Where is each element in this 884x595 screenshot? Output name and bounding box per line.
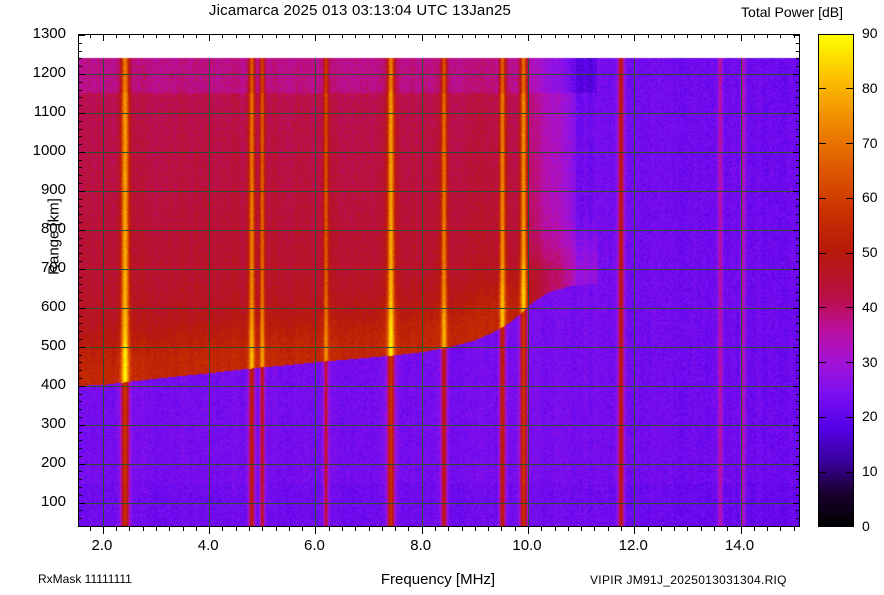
y-tick-label: 1100	[33, 102, 66, 120]
page-title: Jicamarca 2025 013 03:13:04 UTC 13Jan25	[208, 2, 512, 19]
colorbar-tick	[818, 88, 826, 90]
colorbar-tick	[846, 252, 854, 254]
y-tick-label: 1200	[32, 63, 66, 81]
x-tick-label: 4.0	[197, 537, 219, 554]
y-tick-label: 800	[40, 219, 66, 237]
colorbar-tick-label: 80	[862, 79, 878, 96]
x-tick-label: 2.0	[91, 537, 113, 554]
colorbar-tick	[818, 471, 826, 473]
colorbar-tick	[818, 416, 826, 418]
y-tick-label: 1300	[32, 25, 66, 42]
colorbar-tick-label: 50	[862, 244, 878, 261]
colorbar-tick	[818, 307, 826, 309]
y-tick-label: 300	[40, 414, 66, 432]
colorbar-canvas	[819, 35, 853, 526]
colorbar-tick	[846, 307, 854, 309]
x-tick-label: 6.0	[304, 537, 325, 554]
colorbar-tick-label: 20	[862, 408, 878, 425]
colorbar-tick	[846, 416, 854, 418]
y-tick-label: 700	[40, 258, 66, 276]
colorbar-tick	[846, 197, 854, 199]
x-tick-label: 14.0	[724, 537, 755, 554]
colorbar-tick-label: 40	[862, 298, 878, 315]
plot-gridlines	[79, 58, 799, 526]
y-tick-label: 400	[40, 375, 66, 393]
colorbar-tick	[818, 143, 826, 145]
colorbar-title: Total Power [dB]	[741, 4, 843, 20]
colorbar-tick	[818, 252, 826, 254]
colorbar-tick-label: 10	[862, 463, 878, 480]
y-tick-label: 600	[40, 297, 66, 315]
source-file-label: VIPIR JM91J_2025013031304.RIQ	[590, 573, 787, 587]
x-tick-label: 10.0	[512, 537, 542, 554]
colorbar-tick	[846, 143, 854, 145]
y-axis-title: Range [km]	[45, 198, 63, 275]
spectrogram-canvas	[79, 35, 799, 526]
spectrogram-plot[interactable]	[78, 34, 800, 527]
y-tick-label: 500	[40, 336, 66, 354]
colorbar-tick-label: 90	[862, 25, 878, 41]
colorbar-tick-label: 0	[862, 518, 870, 534]
colorbar[interactable]	[818, 34, 854, 527]
colorbar-tick	[818, 362, 826, 364]
colorbar-tick-label: 60	[862, 189, 878, 206]
y-tick-label: 200	[40, 453, 66, 471]
colorbar-tick	[846, 471, 854, 473]
colorbar-tick-label: 30	[862, 353, 878, 370]
x-tick-label: 8.0	[410, 537, 432, 554]
colorbar-tick	[846, 362, 854, 364]
y-tick-label: 100	[40, 492, 66, 510]
colorbar-tick-label: 70	[862, 134, 878, 151]
colorbar-tick	[818, 197, 826, 199]
x-axis-title: Frequency [MHz]	[380, 571, 496, 588]
y-tick-label: 1000	[32, 141, 66, 159]
y-tick-label: 900	[40, 180, 66, 198]
x-tick-label: 12.0	[618, 537, 648, 554]
colorbar-tick	[846, 88, 854, 90]
rxmask-label: RxMask 11111111	[38, 572, 132, 586]
